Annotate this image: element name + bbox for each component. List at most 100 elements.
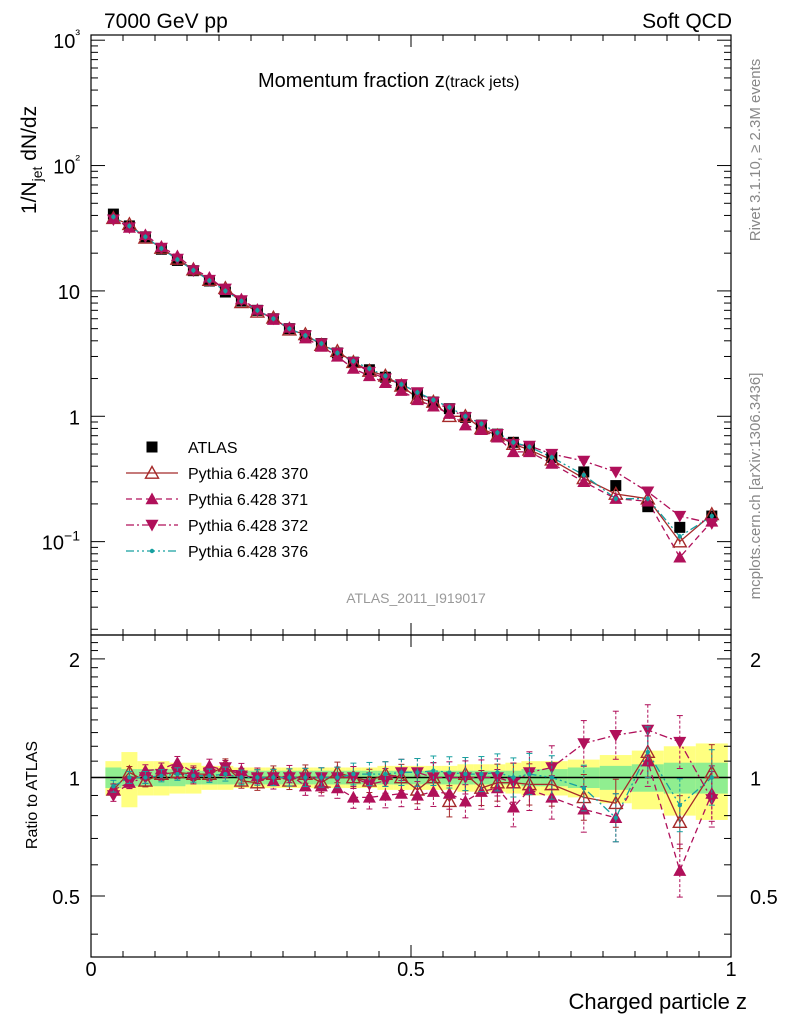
point-pythia-6-428-372 — [106, 214, 120, 227]
header-category: Soft QCD — [642, 10, 732, 33]
ratio-point-pythia-6-428-376 — [431, 768, 436, 773]
ratio-point-pythia-6-428-376 — [527, 771, 532, 777]
legend-item-pythia-6-428-371: Pythia 6.428 371 — [126, 492, 308, 509]
y-tick-label-right: 1 — [750, 768, 761, 790]
ratio-point-pythia-6-428-376 — [319, 775, 324, 780]
point-pythia-6-428-376 — [223, 288, 228, 294]
point-pythia-6-428-376 — [127, 223, 132, 229]
ratio-point-pythia-6-428-372 — [609, 730, 623, 742]
ratio-point-pythia-6-428-376 — [511, 775, 516, 780]
point-pythia-6-428-376 — [431, 397, 436, 403]
ratio-point-pythia-6-428-376 — [143, 775, 148, 780]
point-pythia-6-428-376 — [319, 341, 324, 346]
point-pythia-6-428-371 — [506, 445, 520, 458]
plot-title: Momentum fraction z(track jets) — [258, 70, 519, 92]
point-pythia-6-428-376 — [415, 390, 420, 395]
y-tick-label-right: 0.5 — [750, 887, 778, 909]
ratio-point-pythia-6-428-376 — [463, 771, 468, 777]
ratio-point-pythia-6-428-372 — [673, 736, 687, 749]
ratio-point-pythia-6-428-376 — [645, 749, 650, 755]
point-pythia-6-428-376 — [527, 444, 532, 450]
point-pythia-6-428-371 — [577, 475, 591, 488]
ratio-point-pythia-6-428-371 — [426, 785, 440, 797]
y-tick-label-right: 2 — [750, 650, 761, 672]
ratio-point-pythia-6-428-376 — [175, 771, 180, 777]
legend-item-pythia-6-428-370: Pythia 6.428 370 — [126, 465, 308, 483]
point-pythia-6-428-376 — [399, 382, 404, 387]
ratio-point-pythia-6-428-376 — [111, 784, 116, 789]
point-pythia-6-428-376 — [159, 246, 164, 251]
ratio-point-pythia-6-428-376 — [191, 773, 196, 778]
point-pythia-6-428-376 — [511, 440, 516, 445]
ratio-point-pythia-6-428-376 — [479, 771, 484, 777]
ratio-point-pythia-6-428-371 — [506, 800, 520, 813]
point-pythia-6-428-372 — [426, 396, 440, 409]
ratio-point-pythia-6-428-376 — [677, 803, 682, 808]
point-atlas — [610, 480, 622, 492]
ratio-point-pythia-6-428-376 — [287, 775, 292, 780]
ratio-point-pythia-6-428-371 — [490, 781, 504, 794]
point-pythia-6-428-371 — [458, 418, 472, 431]
legend-marker — [149, 548, 155, 554]
point-pythia-6-428-376 — [383, 373, 388, 379]
point-pythia-6-428-376 — [191, 268, 196, 273]
point-pythia-6-428-371 — [673, 550, 687, 563]
point-pythia-6-428-372 — [378, 373, 392, 386]
ratio-point-pythia-6-428-371 — [458, 794, 472, 807]
legend-label: Pythia 6.428 370 — [188, 466, 308, 483]
point-pythia-6-428-376 — [463, 414, 468, 419]
main-axes: 10−1 1 10 10² 10³ — [42, 26, 732, 635]
point-pythia-6-428-376 — [287, 326, 292, 331]
y-tick-label: 10² — [53, 152, 80, 179]
ratio-point-pythia-6-428-371 — [410, 788, 424, 801]
y-tick-label: 10−1 — [42, 528, 80, 555]
point-pythia-6-428-376 — [447, 405, 452, 410]
y-axis-label-main: 1/Njet dN/dz — [18, 106, 45, 214]
point-atlas — [674, 521, 686, 533]
point-pythia-6-428-372 — [673, 510, 687, 523]
ratio-point-pythia-6-428-372 — [346, 772, 360, 784]
y-tick-label: 10 — [58, 282, 80, 304]
ratio-point-pythia-6-428-376 — [383, 771, 388, 777]
ratio-point-pythia-6-428-371 — [378, 788, 392, 801]
point-pythia-6-428-376 — [581, 472, 586, 478]
point-pythia-6-428-376 — [111, 214, 116, 220]
series-line-pythia-6-428-376 — [113, 216, 713, 538]
legend-label: Pythia 6.428 376 — [188, 544, 308, 561]
point-pythia-6-428-371 — [545, 457, 559, 469]
ratio-point-pythia-6-428-371 — [577, 802, 591, 815]
point-pythia-6-428-376 — [255, 308, 260, 313]
ratio-point-pythia-6-428-371 — [362, 790, 376, 803]
ratio-point-pythia-6-428-376 — [351, 771, 356, 777]
legend-label: Pythia 6.428 372 — [188, 518, 308, 535]
ratio-point-pythia-6-428-370 — [233, 772, 250, 787]
ratio-point-pythia-6-428-376 — [239, 775, 244, 780]
point-pythia-6-428-372 — [641, 486, 655, 499]
x-tick-label: 1 — [725, 959, 736, 981]
ratio-point-pythia-6-428-371 — [346, 790, 360, 803]
x-tick-label: 0 — [85, 959, 96, 981]
ratio-point-pythia-6-428-376 — [207, 773, 212, 778]
ratio-point-pythia-6-428-376 — [399, 770, 404, 775]
legend-item-atlas: ATLAS — [146, 440, 238, 457]
ratio-point-pythia-6-428-371 — [641, 754, 655, 767]
legend: ATLAS Pythia 6.428 370 Pythia 6.428 371 Pyt… — [126, 440, 308, 561]
point-pythia-6-428-372 — [545, 448, 559, 461]
analysis-label: ATLAS_2011_I919017 — [346, 590, 486, 606]
point-pythia-6-428-376 — [207, 278, 212, 283]
ratio-point-pythia-6-428-376 — [581, 785, 586, 791]
ratio-point-pythia-6-428-376 — [367, 771, 372, 777]
x-axis-label: Charged particle z — [568, 989, 747, 1014]
main-series — [105, 208, 720, 563]
ratio-point-pythia-6-428-370 — [441, 793, 458, 808]
main-plot-frame — [90, 34, 732, 636]
ratio-axes: 0 0.5 1 0.5 0.5 1 1 2 2 — [52, 635, 778, 981]
ratio-point-pythia-6-428-376 — [415, 770, 420, 775]
ratio-point-pythia-6-428-376 — [447, 770, 452, 775]
point-pythia-6-428-371 — [410, 393, 424, 406]
point-pythia-6-428-376 — [549, 455, 554, 460]
ratio-point-pythia-6-428-371 — [394, 787, 408, 799]
legend-marker — [145, 519, 159, 532]
ratio-point-pythia-6-428-371 — [170, 756, 184, 768]
